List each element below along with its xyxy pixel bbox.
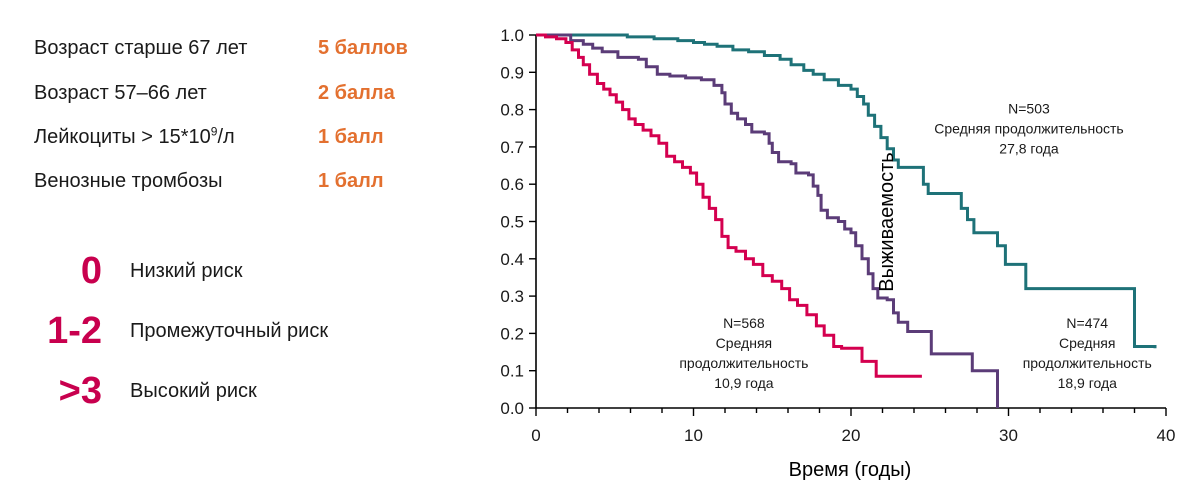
risk-group-label: Промежуточный риск <box>130 320 329 342</box>
chart-annotations: N=503 Средняя продолжительность 27,8 годаN… <box>679 100 1151 390</box>
annotation-line: Средняя <box>716 335 772 351</box>
annotation-line: продолжительность <box>1023 355 1152 371</box>
y-tick-label: 0.0 <box>500 399 524 418</box>
x-tick-label: 30 <box>999 426 1018 445</box>
x-axis-label: Время (годы) <box>789 459 912 481</box>
y-tick-label: 0.8 <box>500 101 524 120</box>
x-tick-label: 40 <box>1157 426 1176 445</box>
annotation-line: N=568 <box>723 315 765 331</box>
survival-curve-low <box>536 33 1157 349</box>
y-tick-label: 0.1 <box>500 362 524 381</box>
annotation-line: 10,9 года <box>714 375 774 391</box>
survival-chart: 0.0 0.1 0.2 0.3 0.4 0.5 0.6 0.7 0.8 0.9 1.0 0 10 20 30… <box>500 26 1175 481</box>
y-tick-label: 0.3 <box>500 287 524 306</box>
y-axis-label: Выживаемость <box>876 152 898 291</box>
y-tick-label: 0.2 <box>500 324 524 343</box>
x-tick-label: 20 <box>842 426 861 445</box>
annotation-line: 18,9 года <box>1058 375 1118 391</box>
chart-axes: 0.0 0.1 0.2 0.3 0.4 0.5 0.6 0.7 0.8 0.9 1.0 0 10 20 30… <box>500 26 1175 445</box>
annotation-line: 27,8 года <box>999 140 1059 156</box>
x-tick-label: 0 <box>531 426 540 445</box>
risk-group-label: Низкий риск <box>130 260 243 282</box>
risk-factor-points: 1 балл <box>318 126 384 148</box>
y-tick-label: 0.9 <box>500 63 524 82</box>
annotation-low: N=503 Средняя продолжительность 27,8 года <box>934 100 1123 156</box>
risk-factor-points: 5 баллов <box>318 37 408 59</box>
risk-factor-label: Лейкоциты > 15*109/л <box>34 122 235 152</box>
x-tick-label: 10 <box>684 426 703 445</box>
risk-factor-label-unit: /л <box>217 126 235 148</box>
survival-curve-high <box>536 33 922 378</box>
risk-factor-label: Возраст 57–66 лет <box>34 82 207 104</box>
risk-score: 1-2 <box>47 310 102 352</box>
y-tick-label: 1.0 <box>500 26 524 45</box>
annotation-line: Средняя <box>1059 335 1115 351</box>
annotation-line: продолжительность <box>679 355 808 371</box>
risk-factor-points: 2 балла <box>318 82 395 104</box>
risk-factor-label-main: Лейкоциты > 15*10 <box>34 126 211 148</box>
risk-factor-label-exponent: 9 <box>210 124 218 139</box>
annotation-line: Средняя продолжительность <box>934 120 1123 136</box>
y-tick-label: 0.6 <box>500 175 524 194</box>
survival-curve-mid <box>536 33 999 408</box>
annotation-mid: N=474 Средняя продолжительность 18,9 года <box>1023 315 1152 391</box>
y-tick-label: 0.7 <box>500 138 524 157</box>
y-tick-label: 0.5 <box>500 213 524 232</box>
y-tick-label: 0.4 <box>500 250 524 269</box>
risk-factor-points: 1 балл <box>318 170 384 192</box>
annotation-high: N=568 Средняя продолжительность 10,9 года <box>679 315 808 391</box>
risk-score: >3 <box>58 370 102 412</box>
risk-score: 0 <box>80 250 102 292</box>
risk-group-label: Высокий риск <box>130 380 257 402</box>
annotation-line: N=503 <box>1008 100 1050 116</box>
annotation-line: N=474 <box>1066 315 1108 331</box>
chart-curves <box>536 33 1157 408</box>
risk-factor-label: Возраст старше 67 лет <box>34 37 248 59</box>
risk-factor-label: Венозные тромбозы <box>34 170 223 192</box>
